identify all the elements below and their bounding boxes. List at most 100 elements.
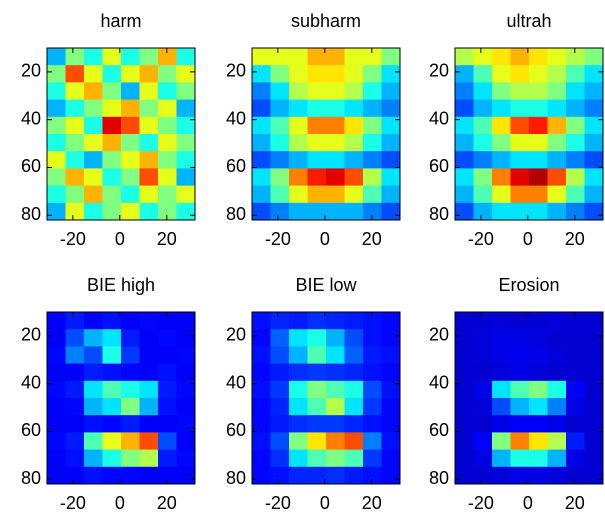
heatmap-cell [326,65,345,83]
heatmap-cell [158,116,177,135]
heatmap-cell [158,202,177,221]
heatmap-cell [510,48,530,66]
y-tick-label: 80 [226,204,246,224]
heatmap-cell [566,151,585,169]
heatmap-cell [270,65,290,83]
heatmap-cell [584,134,604,152]
heatmap-cell [473,99,493,118]
heatmap-cell [363,380,382,399]
y-tick-label: 20 [429,61,449,81]
heatmap-cell [566,312,585,330]
heatmap-cell [270,168,290,186]
heatmap-cell [510,398,530,416]
heatmap-cell [270,116,290,135]
heatmap-cell [65,312,85,330]
heatmap-cell [84,65,103,83]
y-tick-label: 60 [226,156,246,176]
heatmap-cell [102,65,122,83]
heatmap-cell [473,82,493,100]
heatmap-cell [307,134,327,152]
heatmap-cell [307,116,327,135]
heatmap-cell [158,65,177,83]
heatmap-cell [344,168,364,186]
heatmap-cell [529,380,548,399]
heatmap-cell [510,185,530,204]
heatmap-cell [529,134,548,152]
heatmap-cell [121,151,140,169]
y-tick-label: 20 [21,61,41,81]
heatmap-cell [473,398,493,416]
heatmap-cell [584,312,604,330]
heatmap-cell [252,151,271,169]
heatmap-cell [65,329,85,347]
heatmap-cell [547,312,567,330]
heatmap-cell [455,134,474,152]
heatmap-cell [510,134,530,152]
x-tick-label: 0 [523,493,533,512]
heatmap-cell [455,99,474,118]
x-tick-label: -20 [60,493,86,512]
heatmap-cell [566,48,585,66]
heatmap-cell [176,116,196,135]
heatmap-cell [47,329,66,347]
heatmap-cell [473,168,493,186]
heatmap-cell [65,466,85,485]
heatmap-cell [510,380,530,399]
heatmap-cell [307,432,327,450]
heatmap-cell [326,363,345,382]
heatmap-cell [158,415,177,433]
heatmap-cell [176,82,196,100]
heatmap-cell [252,363,271,382]
heatmap-cell [65,99,85,118]
heatmap-cell [547,432,567,450]
heatmap-cell [65,151,85,169]
heatmap-cell [566,380,585,399]
panel: ultrah 20 40 60 80 -20 0 20 [429,11,604,249]
heatmap-cell [158,466,177,485]
heatmap-cell [344,185,364,204]
heatmap-cell [289,116,308,135]
heatmap-cell [102,346,122,364]
heatmap-cell [529,202,548,221]
heatmap-cell [326,99,345,118]
heatmap-cell [158,48,177,66]
heatmap-cell [102,168,122,186]
y-tick-label: 20 [226,61,246,81]
heatmap-cell [158,168,177,186]
heatmap-cell [289,202,308,221]
heatmap-cell [547,48,567,66]
heatmap-cell [102,380,122,399]
heatmap-cell [307,202,327,221]
heatmap-cell [363,398,382,416]
heatmap-cell [252,329,271,347]
heatmap-cell [84,82,103,100]
heatmap-cell [473,65,493,83]
heatmap-cell [584,432,604,450]
heatmap-cell [47,116,66,135]
heatmap-cell [584,466,604,485]
heatmap-cell [307,65,327,83]
heatmap-cell [455,312,474,330]
heatmap-cell [566,466,585,485]
heatmap-cell [121,116,140,135]
heatmap-cell [158,363,177,382]
heatmap-cell [158,346,177,364]
heatmap-cell [492,432,511,450]
heatmap-cell [270,449,290,468]
heatmap-cell [47,185,66,204]
heatmap-cell [584,99,604,118]
heatmap-cell [473,415,493,433]
heatmap-cell [326,312,345,330]
heatmap-cell [381,48,401,66]
heatmap-cell [84,432,103,450]
y-tick-label: 40 [429,108,449,128]
heatmap-cell [326,380,345,399]
heatmap-cell [381,116,401,135]
heatmap-cell [289,99,308,118]
heatmap-cell [326,449,345,468]
heatmap-cell [84,380,103,399]
heatmap-cell [473,185,493,204]
heatmap-cell [176,449,196,468]
heatmap-cell [473,134,493,152]
